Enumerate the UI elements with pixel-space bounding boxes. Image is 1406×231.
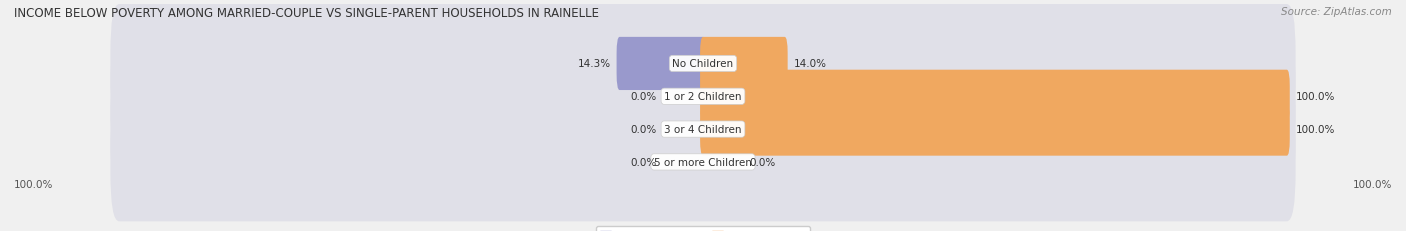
FancyBboxPatch shape [700,70,1289,123]
Text: 3 or 4 Children: 3 or 4 Children [664,125,742,134]
Text: 14.3%: 14.3% [578,59,610,69]
FancyBboxPatch shape [111,5,1295,123]
Text: No Children: No Children [672,59,734,69]
Text: 100.0%: 100.0% [14,179,53,189]
FancyBboxPatch shape [700,38,787,91]
Text: 0.0%: 0.0% [630,125,657,134]
FancyBboxPatch shape [700,103,1289,156]
Text: 14.0%: 14.0% [793,59,827,69]
Text: INCOME BELOW POVERTY AMONG MARRIED-COUPLE VS SINGLE-PARENT HOUSEHOLDS IN RAINELL: INCOME BELOW POVERTY AMONG MARRIED-COUPL… [14,7,599,20]
FancyBboxPatch shape [111,103,1295,221]
FancyBboxPatch shape [111,38,1295,156]
Text: 0.0%: 0.0% [630,92,657,102]
FancyBboxPatch shape [111,70,1295,189]
Legend: Married Couples, Single Parents: Married Couples, Single Parents [596,226,810,231]
Text: 100.0%: 100.0% [1295,125,1334,134]
Text: 1 or 2 Children: 1 or 2 Children [664,92,742,102]
Text: 100.0%: 100.0% [1295,92,1334,102]
Text: 100.0%: 100.0% [1353,179,1392,189]
Text: Source: ZipAtlas.com: Source: ZipAtlas.com [1281,7,1392,17]
Text: 0.0%: 0.0% [630,157,657,167]
FancyBboxPatch shape [617,38,706,91]
Text: 5 or more Children: 5 or more Children [654,157,752,167]
Text: 0.0%: 0.0% [749,157,776,167]
